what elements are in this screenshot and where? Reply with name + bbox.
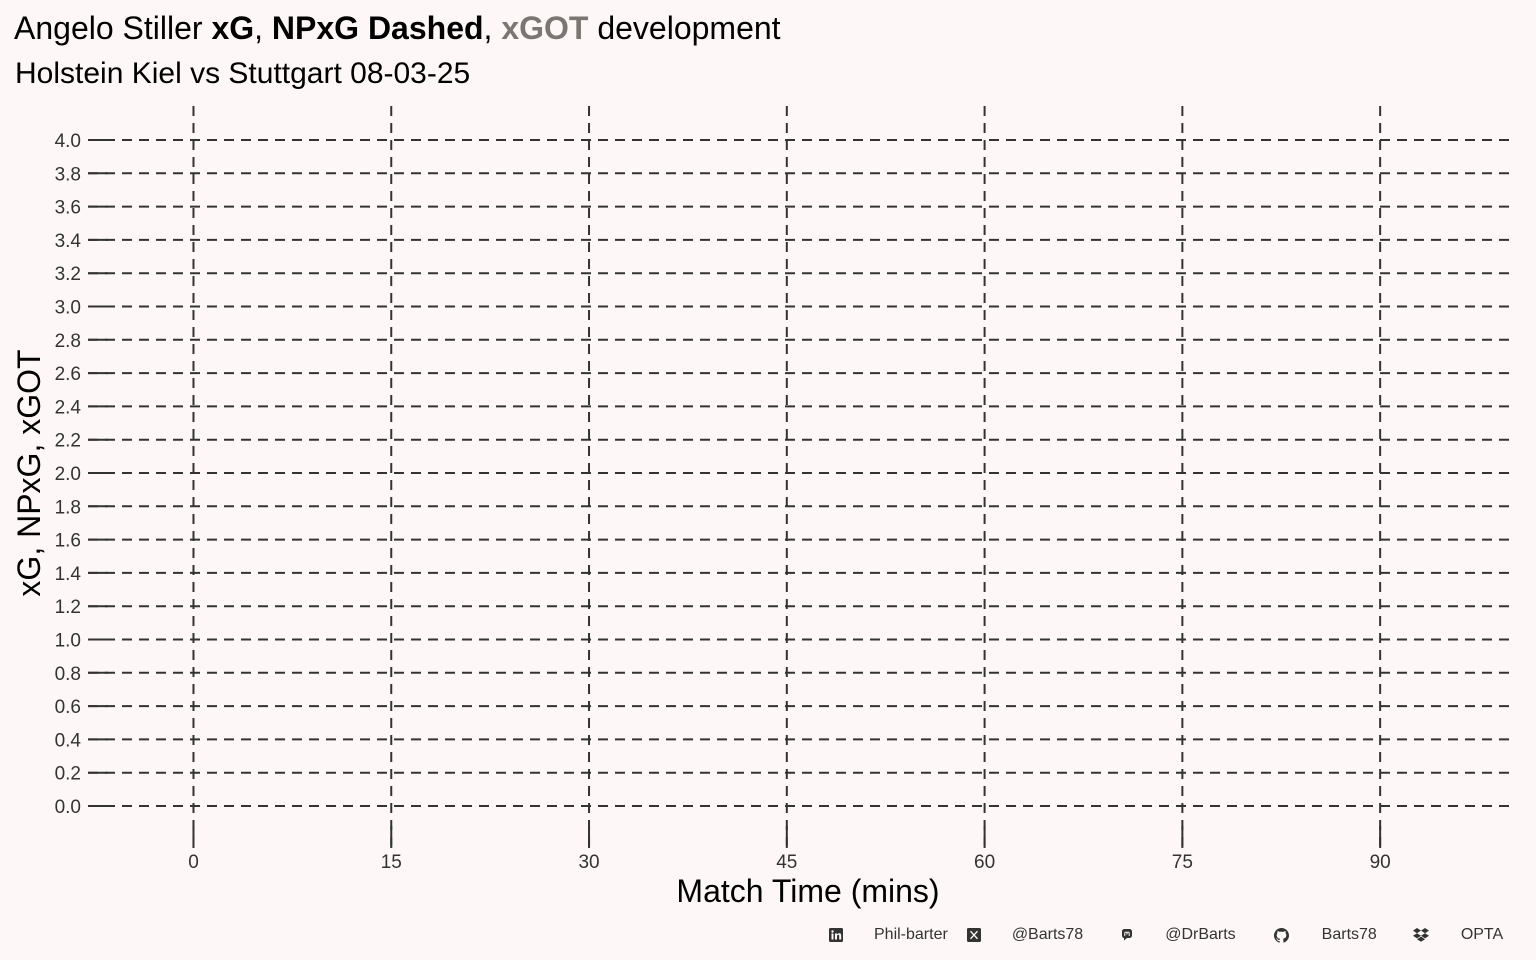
y-tick-label: 2.8	[55, 331, 81, 352]
caption-text-3: @DrBarts	[1165, 926, 1236, 943]
y-tick-label: 1.4	[55, 564, 82, 585]
title-npxg: NPxG Dashed	[271, 10, 484, 46]
chart-title: Angelo Stiller xG, NPxG Dashed, xGOT dev…	[14, 8, 781, 48]
title-sep-1: ,	[254, 10, 272, 46]
xg-chart: 0.0 0.2 0.4 0.6 0.8 1.0 1.2 1.4 1.6 1.8 2.0 2.2 2.4 2…	[11, 106, 1512, 909]
y-tick-label: 3.4	[55, 231, 82, 252]
x-twitter-icon	[966, 927, 982, 943]
y-tick-label: 1.2	[55, 597, 81, 618]
caption-credits: Phil-barter @Barts78 @DrBarts Barts78 OP…	[820, 924, 1503, 946]
caption-text-5: OPTA	[1460, 926, 1504, 943]
y-tick-label: 3.8	[55, 164, 81, 185]
dropbox-icon	[1412, 927, 1429, 943]
y-tick-label: 4.0	[55, 131, 81, 152]
grid-layer	[88, 106, 1512, 846]
title-sep-2: ,	[483, 10, 502, 46]
x-tick-label: 75	[1172, 852, 1193, 873]
mastodon-icon	[1119, 927, 1135, 943]
y-tick-label: 1.8	[55, 497, 81, 518]
caption-text-1: Phil-barter	[874, 926, 948, 943]
caption-text-2: @Barts78	[1011, 926, 1084, 943]
y-tick-label: 1.0	[55, 631, 81, 652]
y-tick-label: 0.0	[55, 797, 81, 818]
y-tick-label: 1.6	[55, 531, 81, 552]
chart-subtitle: Holstein Kiel vs Stuttgart 08-03-25	[15, 57, 471, 90]
y-tick-label: 2.6	[55, 364, 81, 385]
title-suffix: development	[588, 10, 781, 46]
y-tick-label: 3.2	[55, 264, 81, 285]
title-xgot: xGOT	[501, 10, 589, 46]
x-tick-label: 15	[381, 852, 402, 873]
x-tick-label: 45	[776, 852, 797, 873]
x-tick-label: 0	[188, 852, 199, 873]
y-tick-label: 2.0	[55, 464, 81, 485]
y-axis-label: xG, NPxG, xGOT	[11, 349, 47, 596]
axis-layer: 0.0 0.2 0.4 0.6 0.8 1.0 1.2 1.4 1.6 1.8 2.0 2.2 2.4 2…	[55, 131, 1391, 873]
github-icon	[1274, 927, 1290, 943]
title-xg: xG	[211, 10, 255, 46]
y-tick-label: 0.6	[55, 697, 81, 718]
y-tick-label: 2.2	[55, 431, 81, 452]
x-axis-label: Match Time (mins)	[676, 873, 939, 909]
x-tick-label: 30	[578, 852, 599, 873]
linkedin-icon	[828, 927, 844, 943]
y-tick-label: 0.4	[55, 730, 82, 751]
x-tick-label: 90	[1370, 852, 1391, 873]
y-tick-label: 0.2	[55, 764, 81, 785]
caption-text-4: Barts78	[1321, 926, 1377, 943]
y-tick-label: 3.0	[55, 298, 81, 319]
x-tick-label: 60	[974, 852, 995, 873]
y-tick-label: 0.8	[55, 664, 81, 685]
title-prefix: Angelo Stiller	[14, 10, 212, 46]
y-tick-label: 2.4	[55, 397, 82, 418]
y-tick-label: 3.6	[55, 198, 81, 219]
